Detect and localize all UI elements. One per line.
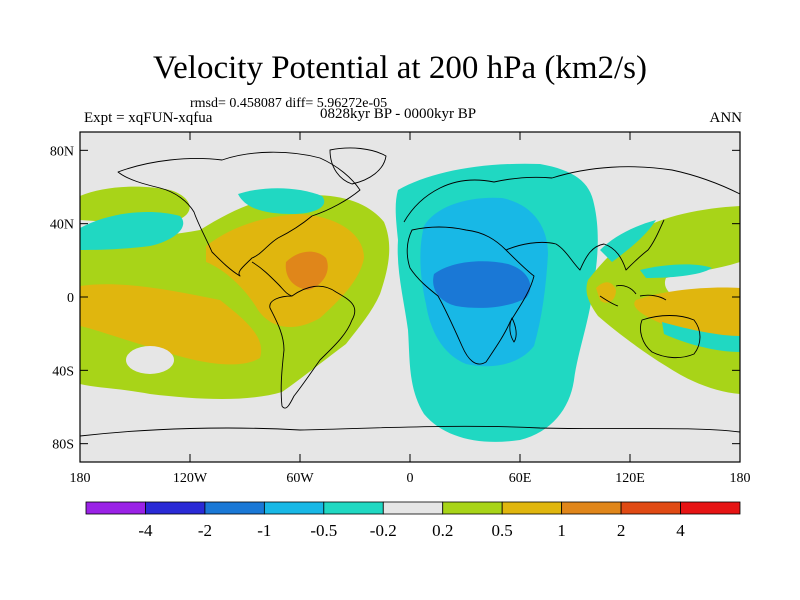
x-tick-label: 0 [407,471,414,486]
experiment-label: Expt = xqFUN-xqfua [84,110,213,126]
contour-region-orange-caribbean [206,214,364,328]
colorbar: -4 -2 -1 -0.5 -0.2 0.2 0.5 1 2 4 [85,501,741,540]
contour-region-caribbean-max [285,251,328,290]
y-tick-label: 80S [52,438,74,453]
y-axis: 80N 40N 0 40S 80S [50,144,740,453]
colorbar-label: -1 [257,521,271,540]
coastlines [80,147,740,437]
colorbar-swatch [204,501,265,515]
y-tick-label: 0 [67,291,74,306]
y-tick-label: 40N [50,218,74,233]
contour-fill [80,132,740,462]
colorbar-swatch [561,501,622,515]
chart-title: Velocity Potential at 200 hPa (km2/s) [152,50,648,86]
coastline-north-america [117,151,361,277]
colorbar-swatch [442,501,503,515]
colorbar-label: -2 [198,521,212,540]
stats-line: rmsd= 0.458087 diff= 5.96272e-05 [190,96,388,111]
contour-region-africa-minimum [433,261,531,308]
colorbar-label: 0.2 [432,521,453,540]
x-tick-label: 60W [286,471,314,486]
coastline-maritime-continent [599,285,667,307]
x-tick-label: 60E [509,471,532,486]
x-axis: 180 120W 60W 0 60E 120E 180 [70,132,751,486]
colorbar-swatch [145,501,206,515]
colorbar-label: 2 [617,521,626,540]
coastline-greenland [329,147,387,185]
colorbar-swatch [323,501,384,515]
contour-region-west-pacific-teal-tail [662,322,740,352]
y-tick-label: 80N [50,144,74,159]
coastline-antarctica [80,425,740,437]
colorbar-swatch [263,501,325,515]
contour-region-west-pacific-orange [596,282,740,341]
x-tick-label: 120E [615,471,645,486]
coastline-asia [505,166,740,271]
contour-region-west-pacific-teal [600,220,656,262]
x-tick-label: 180 [730,471,751,486]
contour-region-south-pacific-hole [126,346,174,374]
colorbar-label: 4 [676,521,685,540]
colorbar-swatch [85,501,146,515]
colorbar-swatch [382,501,444,515]
y-tick-label: 40S [52,364,74,379]
colorbar-swatch [620,501,681,515]
contour-region-west-pacific-teal-strip [640,264,712,278]
coastline-madagascar [509,317,517,343]
contour-region-north-pacific-negative [80,212,184,250]
period-label: 0828kyr BP - 0000kyr BP [320,106,477,122]
coastline-africa [406,226,535,365]
colorbar-label: -0.5 [310,521,337,540]
colorbar-swatch [501,501,563,515]
colorbar-label: 0.5 [492,521,513,540]
coastline-central-america [251,261,293,297]
coastline-europe [403,176,553,223]
contour-region-orange-pacific [80,284,262,365]
coastline-australia [640,315,701,359]
colorbar-label: -0.2 [370,521,397,540]
colorbar-swatch [680,501,741,515]
x-tick-label: 180 [70,471,91,486]
coastline-south-america [269,285,356,409]
colorbar-label: 1 [557,521,566,540]
colorbar-label: -4 [138,521,153,540]
contour-region-north-atlantic-negative [238,188,325,214]
season-label: ANN [709,110,743,126]
x-tick-label: 120W [173,471,208,486]
